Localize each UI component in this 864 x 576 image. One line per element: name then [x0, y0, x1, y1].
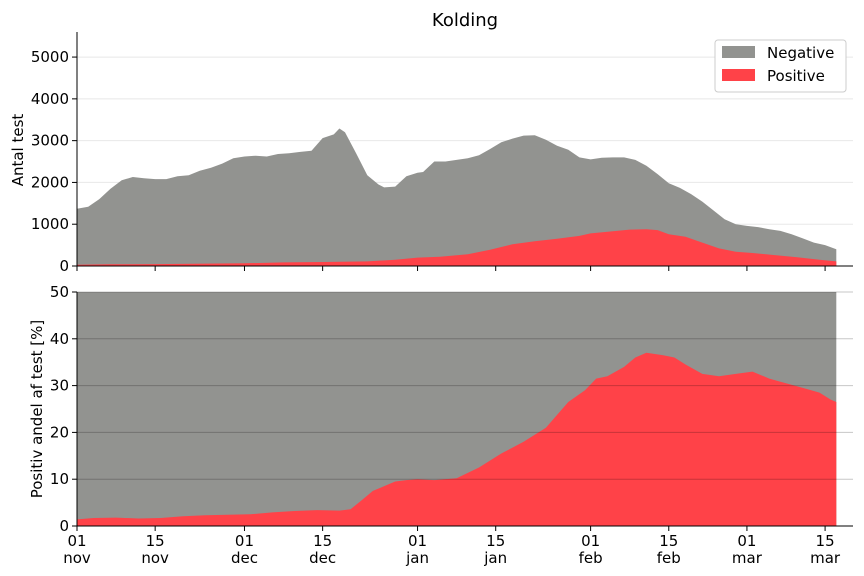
x-tick-label-month: feb — [579, 549, 603, 567]
bottom-axes — [76, 292, 853, 527]
legend-swatch-negative — [722, 46, 755, 58]
bottom-panel: 0 10 20 30 40 50 Positiv andel af test [%] — [28, 283, 853, 535]
x-tick-label-month: feb — [657, 549, 681, 567]
top-y-ticks: 0 1000 2000 3000 4000 5000 — [31, 48, 77, 275]
x-tick-label-month: nov — [141, 549, 169, 567]
legend-label-negative: Negative — [767, 44, 834, 62]
x-tick-label-month: dec — [231, 549, 258, 567]
top-areas — [77, 128, 837, 266]
top-y-axis-label: Antal test — [9, 114, 27, 187]
top-axes — [76, 32, 853, 267]
legend: Negative Positive — [714, 39, 847, 93]
x-tick-label-month: dec — [309, 549, 336, 567]
x-tick-label-day: 01 — [67, 532, 86, 550]
x-tick-label-day: 01 — [408, 532, 427, 550]
bottom-areas — [77, 292, 837, 526]
bottom-y-axis-label: Positiv andel af test [%] — [28, 320, 46, 499]
bottom-y-ticks: 0 10 20 30 40 50 — [50, 283, 77, 535]
x-tick-label-day: 15 — [146, 532, 165, 550]
bottom-y-tick-label: 30 — [50, 377, 69, 395]
x-tick-label-month: jan — [483, 549, 507, 567]
top-y-tick-label: 0 — [59, 257, 69, 275]
bottom-y-tick-label: 50 — [50, 283, 69, 301]
x-tick-label-month: mar — [732, 549, 763, 567]
legend-swatch-positive — [722, 69, 755, 81]
x-tick-label-month: nov — [63, 549, 91, 567]
bottom-y-tick-label: 40 — [50, 330, 69, 348]
legend-label-positive: Positive — [767, 67, 825, 85]
area-positive-share — [77, 352, 837, 526]
bottom-y-tick-label: 0 — [59, 517, 69, 535]
x-tick-label-day: 15 — [816, 532, 835, 550]
area-negative-tests — [77, 128, 837, 266]
x-tick-label-day: 01 — [737, 532, 756, 550]
x-tick-label-day: 15 — [313, 532, 332, 550]
top-panel: 0 1000 2000 3000 4000 5000 Antal test — [9, 32, 853, 275]
bottom-y-tick-label: 10 — [50, 470, 69, 488]
top-y-tick-label: 2000 — [31, 173, 69, 191]
chart-title: Kolding — [432, 10, 498, 31]
x-tick-label-day: 01 — [581, 532, 600, 550]
top-y-tick-label: 3000 — [31, 132, 69, 150]
x-tick-label-month: mar — [810, 549, 841, 567]
area-positive-tests — [77, 229, 837, 266]
bottom-y-tick-label: 20 — [50, 423, 69, 441]
top-y-tick-label: 1000 — [31, 215, 69, 233]
x-tick-label-month: jan — [405, 549, 429, 567]
x-axis-ticks: 01nov15nov01dec15dec01jan15jan01feb15feb… — [63, 266, 841, 567]
x-tick-label-day: 15 — [659, 532, 678, 550]
x-tick-label-day: 01 — [235, 532, 254, 550]
x-tick-label-day: 15 — [486, 532, 505, 550]
top-y-tick-label: 4000 — [31, 90, 69, 108]
top-y-tick-label: 5000 — [31, 48, 69, 66]
